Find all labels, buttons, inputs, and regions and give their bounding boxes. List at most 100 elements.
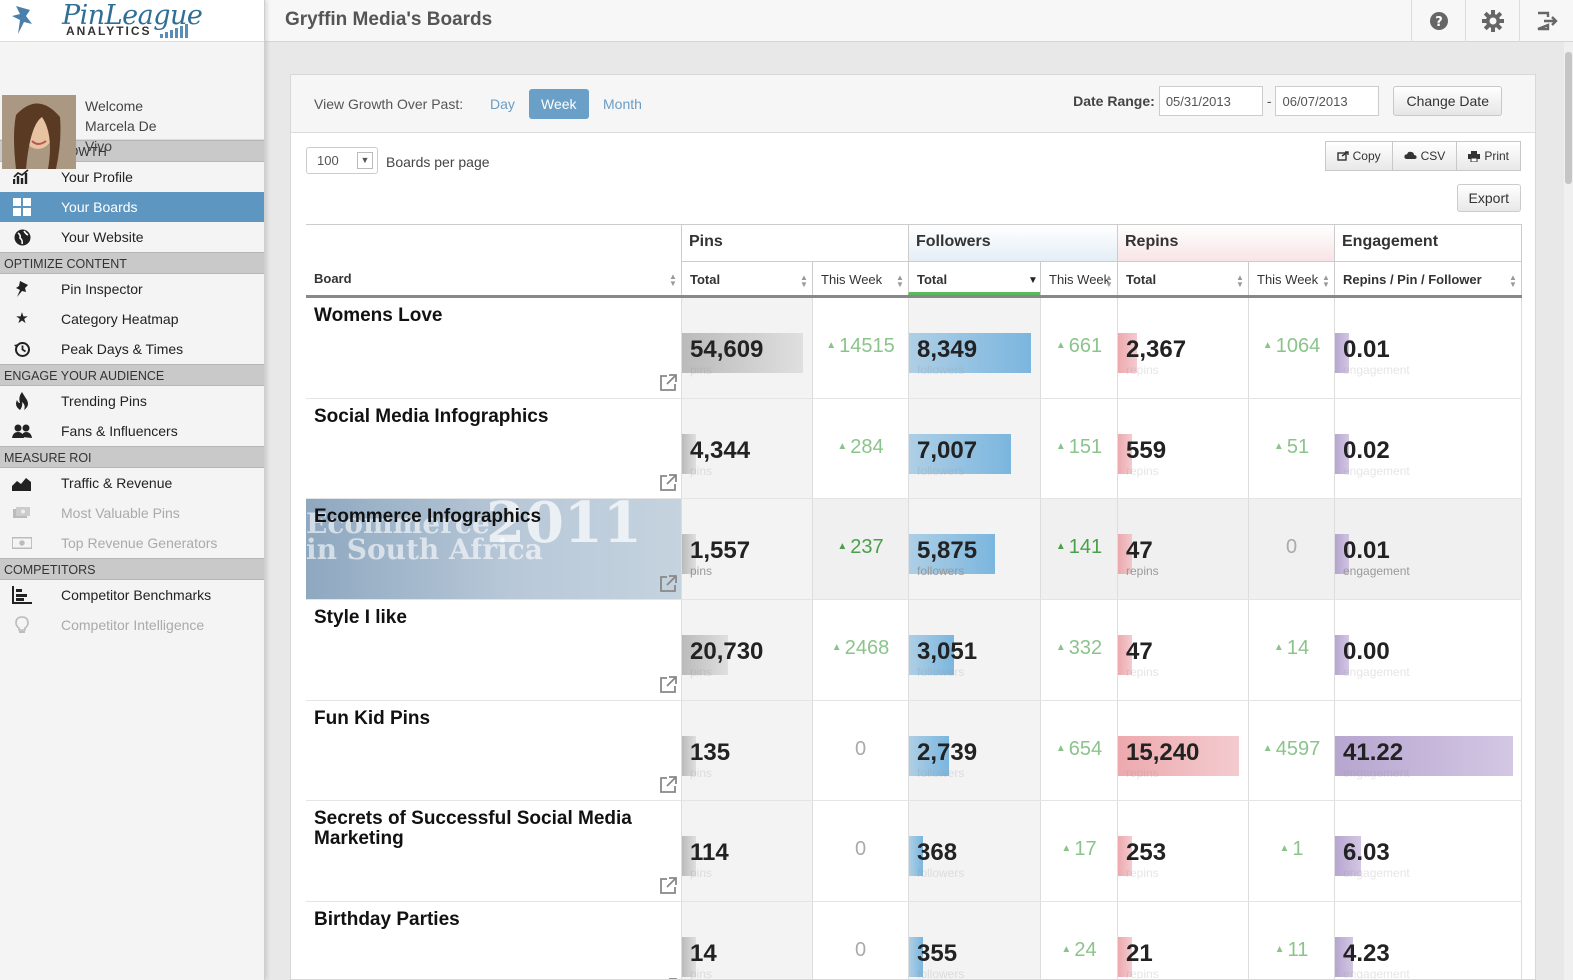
board-name[interactable]: Social Media Infographics bbox=[314, 405, 549, 427]
board-name[interactable]: Birthday Parties bbox=[314, 909, 460, 931]
col-header-engagement[interactable]: Repins / Pin / Follower ▲ ▼ bbox=[1334, 261, 1522, 295]
table-row[interactable]: Birthday Parties 14 pins 0 355 followers ▲ 24 21… bbox=[306, 902, 1522, 980]
board-cell[interactable]: Fun Kid Pins bbox=[306, 701, 681, 801]
help-icon[interactable]: ? bbox=[1411, 0, 1465, 42]
board-name[interactable]: Style I like bbox=[314, 607, 407, 629]
date-range-label: Date Range: bbox=[1073, 93, 1155, 109]
up-arrow-icon: ▲ bbox=[831, 642, 842, 654]
date-from-input[interactable] bbox=[1158, 86, 1263, 116]
sidebar-item-competitor-benchmarks[interactable]: Competitor Benchmarks bbox=[0, 580, 264, 610]
sidebar-item-your-website[interactable]: Your Website bbox=[0, 222, 264, 252]
sidebar-item-top-revenue-generators[interactable]: Top Revenue Generators bbox=[0, 528, 264, 558]
followers_week-delta-value: 17 bbox=[1074, 838, 1097, 861]
engagement-bar bbox=[1335, 937, 1353, 978]
board-name[interactable]: Ecommerce Infographics bbox=[314, 506, 542, 528]
board-name[interactable]: Fun Kid Pins bbox=[314, 707, 431, 729]
table-row[interactable]: Womens Love 54,609 pins ▲ 14515 8,349 follower… bbox=[306, 298, 1522, 399]
col-pins-week-label: This Week bbox=[821, 272, 883, 287]
repins-total-cell: 21 repins bbox=[1117, 902, 1248, 980]
sidebar-item-trending-pins[interactable]: Trending Pins bbox=[0, 386, 264, 416]
col-header-repins-total[interactable]: Total ▲ ▼ bbox=[1117, 261, 1248, 295]
col-header-repins-week[interactable]: This Week ▲ ▼ bbox=[1248, 261, 1334, 295]
board-cell[interactable]: Secrets of Successful Social Media Marke… bbox=[306, 801, 681, 901]
sidebar-item-your-boards[interactable]: Your Boards bbox=[0, 192, 264, 222]
sidebar-item-your-profile[interactable]: Your Profile bbox=[0, 162, 264, 192]
followers-total-cell: 3,051 followers bbox=[908, 600, 1040, 700]
sidebar-item-most-valuable-pins[interactable]: Most Valuable Pins bbox=[0, 498, 264, 528]
logout-icon[interactable] bbox=[1519, 0, 1573, 42]
followers-value: 368 bbox=[917, 839, 958, 867]
followers_week-delta: ▲ 24 bbox=[1041, 939, 1117, 962]
table-row[interactable]: Social Media Infographics 4,344 pins ▲ 284 7,… bbox=[306, 398, 1522, 500]
change-date-button[interactable]: Change Date bbox=[1393, 86, 1502, 116]
table-row[interactable]: Ecommerce in South Africa 2011 Ecommerce In… bbox=[306, 499, 1522, 601]
page-scrollbar[interactable] bbox=[1564, 42, 1573, 980]
board-cell[interactable]: Social Media Infographics bbox=[306, 399, 681, 499]
export-button[interactable]: Export bbox=[1456, 184, 1521, 212]
external-link-icon[interactable] bbox=[659, 675, 677, 694]
board-name[interactable]: Secrets of Successful Social Media Marke… bbox=[314, 808, 632, 850]
pins_week-cell: ▲ 2468 bbox=[812, 600, 908, 700]
repins-total-cell: 15,240 repins bbox=[1117, 700, 1248, 801]
repins_week-cell: ▲ 11 bbox=[1248, 902, 1334, 979]
external-link-icon[interactable] bbox=[659, 877, 677, 895]
external-link-icon[interactable] bbox=[659, 776, 677, 794]
pins-sublabel: pins bbox=[690, 866, 713, 881]
sidebar-item-traffic-revenue[interactable]: Traffic & Revenue bbox=[0, 468, 264, 498]
logo[interactable]: PinLeague ANALYTICS bbox=[0, 0, 264, 42]
period-week-button[interactable]: Week bbox=[529, 89, 589, 119]
sidebar-item-peak-days-times[interactable]: Peak Days & Times bbox=[0, 334, 264, 364]
sidebar-item-fans-influencers[interactable]: Fans & Influencers bbox=[0, 416, 264, 446]
avatar[interactable] bbox=[2, 95, 76, 169]
pins-bar bbox=[682, 333, 803, 373]
followers-total-cell: 8,349 followers bbox=[908, 298, 1040, 398]
col-header-followers-total[interactable]: Total ▼ bbox=[908, 261, 1040, 295]
external-link-icon[interactable] bbox=[659, 373, 677, 392]
date-to-input[interactable] bbox=[1275, 86, 1380, 116]
sort-icon: ▲ ▼ bbox=[896, 273, 904, 289]
table-row[interactable]: Style I like 20,730 pins ▲ 2468 3,051 follower… bbox=[306, 600, 1522, 701]
pins_week-delta: 0 bbox=[813, 738, 908, 761]
external-link-icon[interactable] bbox=[659, 474, 677, 492]
csv-button[interactable]: CSV bbox=[1392, 141, 1458, 171]
repins_week-cell: 0 bbox=[1248, 499, 1334, 600]
print-button[interactable]: Print bbox=[1457, 141, 1521, 171]
pins-bar bbox=[682, 836, 696, 877]
money-icon bbox=[12, 504, 32, 522]
scrollbar-thumb[interactable] bbox=[1565, 52, 1572, 184]
period-day-button[interactable]: Day bbox=[490, 96, 515, 112]
col-header-followers-week[interactable]: This Week ▲ ▼ bbox=[1040, 261, 1117, 295]
table-row[interactable]: Secrets of Successful Social Media Marke… bbox=[306, 801, 1522, 903]
per-page-select[interactable]: 100 ▼ bbox=[306, 147, 378, 174]
external-link-icon[interactable] bbox=[659, 575, 677, 593]
date-dash: - bbox=[1266, 93, 1272, 109]
pins_week-cell: ▲ 14515 bbox=[812, 298, 908, 398]
pin-icon bbox=[12, 280, 32, 298]
copy-button[interactable]: Copy bbox=[1324, 141, 1393, 171]
sidebar-item-pin-inspector[interactable]: Pin Inspector bbox=[0, 274, 264, 304]
bar-chart-icon bbox=[12, 586, 32, 604]
board-cell[interactable]: Style I like bbox=[306, 600, 681, 700]
board-name[interactable]: Womens Love bbox=[314, 305, 443, 326]
sidebar-item-category-heatmap[interactable]: ★ Category Heatmap bbox=[0, 304, 264, 334]
followers-value: 8,349 bbox=[917, 336, 978, 363]
repins-sublabel: repins bbox=[1126, 564, 1159, 579]
col-header-board[interactable]: Board ▲ ▼ bbox=[306, 261, 681, 295]
table-row[interactable]: Fun Kid Pins 135 pins 0 2,739 followers ▲ 654 15… bbox=[306, 700, 1522, 802]
period-month-button[interactable]: Month bbox=[603, 96, 642, 112]
followers-total-cell: 355 followers bbox=[908, 902, 1040, 979]
followers-total-cell: 5,875 followers bbox=[908, 499, 1040, 600]
gear-icon[interactable] bbox=[1465, 0, 1519, 42]
sidebar-item-competitor-intelligence[interactable]: Competitor Intelligence bbox=[0, 610, 264, 640]
col-header-pins-week[interactable]: This Week ▲ ▼ bbox=[812, 261, 908, 295]
sort-icon: ▲ ▼ bbox=[669, 272, 677, 288]
board-cell[interactable]: Ecommerce in South Africa 2011 Ecommerce In… bbox=[306, 499, 681, 600]
followers-sublabel: followers bbox=[917, 665, 965, 680]
external-link-icon[interactable] bbox=[659, 977, 677, 979]
board-cell[interactable]: Birthday Parties bbox=[306, 902, 681, 979]
repins-sublabel: repins bbox=[1126, 967, 1159, 980]
col-header-pins-total[interactable]: Total ▲ ▼ bbox=[681, 261, 812, 295]
board-cell[interactable]: Womens Love bbox=[306, 298, 681, 398]
followers-value: 3,051 bbox=[917, 638, 978, 666]
pins_week-delta: ▲ 284 bbox=[813, 436, 908, 459]
